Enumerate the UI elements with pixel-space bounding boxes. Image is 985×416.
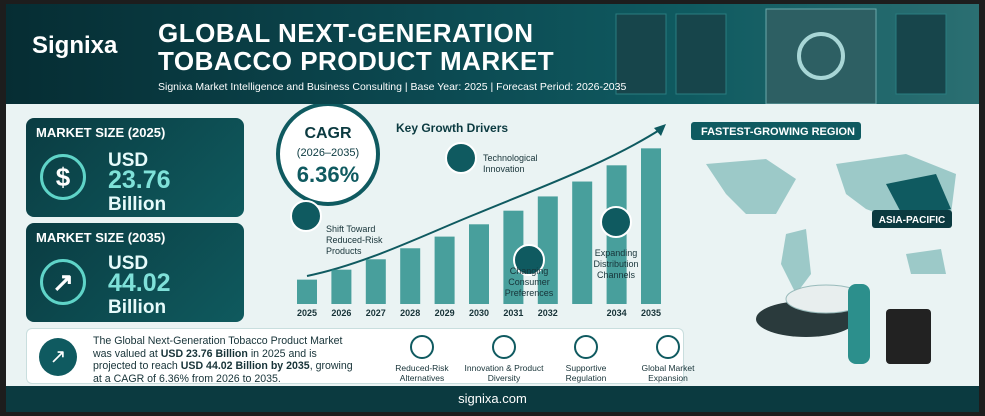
driver-label: Supportive Regulation — [565, 363, 607, 383]
unit: Billion — [108, 297, 167, 318]
currency: USD — [108, 253, 149, 274]
header: Signixa GLOBAL NEXT-GENERATION TOBACCO P… — [6, 4, 979, 104]
summary-segment: The Global Next-Generation Tobacco Produ… — [93, 335, 343, 360]
summary-text: The Global Next-Generation Tobacco Produ… — [93, 335, 363, 385]
footer: signixa.com — [6, 386, 979, 412]
region-badge — [872, 210, 952, 228]
bar — [641, 148, 661, 304]
annotation-line: Innovation — [483, 164, 525, 174]
bar — [365, 259, 386, 304]
driver-icon — [513, 244, 545, 276]
x-tick-label: 2034 — [607, 308, 627, 318]
subtitle: Signixa Market Intelligence and Business… — [158, 81, 627, 93]
region-tag — [691, 122, 861, 140]
summary-segment: USD 23.76 Billion — [160, 347, 248, 360]
summary-segment: , growing at a CAGR of 6.36% from 2026 t… — [93, 360, 353, 385]
trend-line — [306, 128, 662, 277]
icon: ↗ — [40, 259, 86, 305]
x-tick-label: 2030 — [469, 308, 489, 318]
driver: Global Market Expansion — [628, 335, 708, 383]
bar — [469, 224, 489, 304]
x-tick-label: 2032 — [538, 308, 558, 318]
annotation-line: Expanding — [595, 248, 638, 258]
annotation-line: Changing — [510, 266, 549, 276]
driver-icon — [410, 335, 434, 359]
bar — [434, 236, 455, 304]
unit: Billion — [108, 194, 167, 215]
driver: Innovation & Product Diversity — [464, 335, 544, 383]
driver-label: Reduced-Risk Alternatives — [395, 363, 449, 383]
bar — [297, 279, 317, 304]
cagr-label: CAGR — [304, 125, 352, 142]
card-label: MARKET SIZE (2035) — [36, 230, 166, 245]
brand: Signixa — [32, 32, 118, 59]
annotation-line: Shift Toward — [326, 224, 375, 234]
bar — [537, 196, 558, 304]
driver-label: Global Market Expansion — [641, 363, 695, 383]
product-art — [886, 309, 931, 364]
annotation: Shift Toward Reduced-Risk Products — [326, 224, 383, 256]
annotation-line: Reduced-Risk — [326, 235, 383, 245]
annotation-line: Distribution — [593, 259, 638, 269]
driver-icon — [445, 142, 477, 174]
driver-icon — [492, 335, 516, 359]
annotation-line: Preferences — [505, 288, 554, 298]
summary-panel: ↗ The Global Next-Generation Tobacco Pro… — [26, 328, 694, 385]
driver-icon — [600, 206, 632, 238]
title: GLOBAL NEXT-GENERATION — [158, 18, 534, 48]
bar — [331, 269, 352, 304]
annotation-line: Products — [326, 246, 362, 256]
x-tick-label: 2035 — [641, 308, 661, 318]
driver-label: Innovation & Product Diversity — [464, 363, 544, 383]
driver: Supportive Regulation — [546, 335, 626, 383]
bar — [400, 248, 421, 304]
value: 23.76 — [108, 166, 171, 194]
market-card: MARKET SIZE (2035) ↗ USD 44.02 Billion — [26, 223, 244, 322]
bar — [572, 181, 593, 304]
chart: CAGR (2026–2035) 6.36% Key Growth Driver… — [276, 104, 956, 364]
region-title: FASTEST-GROWING REGION — [701, 126, 855, 138]
cagr-badge — [276, 104, 380, 206]
annotation: Changing Consumer Preferences — [505, 266, 554, 298]
currency: USD — [108, 150, 149, 171]
icon: ↗ — [39, 338, 77, 376]
market-card: MARKET SIZE (2025) $ USD 23.76 Billion — [26, 118, 244, 217]
x-tick-label: 2027 — [366, 308, 386, 318]
x-tick-label: 2029 — [435, 308, 455, 318]
annotation-line: Technological — [483, 153, 538, 163]
x-tick-label: 2025 — [297, 308, 317, 318]
product-art — [848, 284, 870, 364]
driver-icon — [656, 335, 680, 359]
annotation: Expanding Distribution Channels — [593, 248, 638, 280]
summary-segment: USD 44.02 Billion by 2035 — [180, 360, 310, 372]
x-tick-label: 2026 — [331, 308, 351, 318]
region-label: ASIA-PACIFIC — [879, 215, 945, 226]
cagr-value: 6.36% — [297, 162, 359, 187]
chart-title: Key Growth Drivers — [396, 121, 508, 135]
cagr-period: (2026–2035) — [297, 147, 359, 159]
x-tick-label: 2031 — [503, 308, 523, 318]
card-label: MARKET SIZE (2025) — [36, 125, 166, 140]
page: Signixa GLOBAL NEXT-GENERATION TOBACCO P… — [6, 4, 979, 412]
icon: $ — [40, 154, 86, 200]
x-tick-label: 2028 — [400, 308, 420, 318]
value: 44.02 — [108, 269, 171, 297]
driver-icon — [290, 200, 322, 232]
header-art — [615, 8, 947, 104]
summary-segment: in 2025 and is projected to reach — [93, 347, 317, 373]
trend-arrow — [654, 124, 666, 136]
annotation-line: Channels — [597, 270, 636, 280]
annotation: Technological Innovation — [483, 153, 538, 174]
title: TOBACCO PRODUCT MARKET — [158, 46, 555, 76]
driver-icon — [574, 335, 598, 359]
driver: Reduced-Risk Alternatives — [382, 335, 462, 383]
annotation-line: Consumer — [508, 277, 550, 287]
